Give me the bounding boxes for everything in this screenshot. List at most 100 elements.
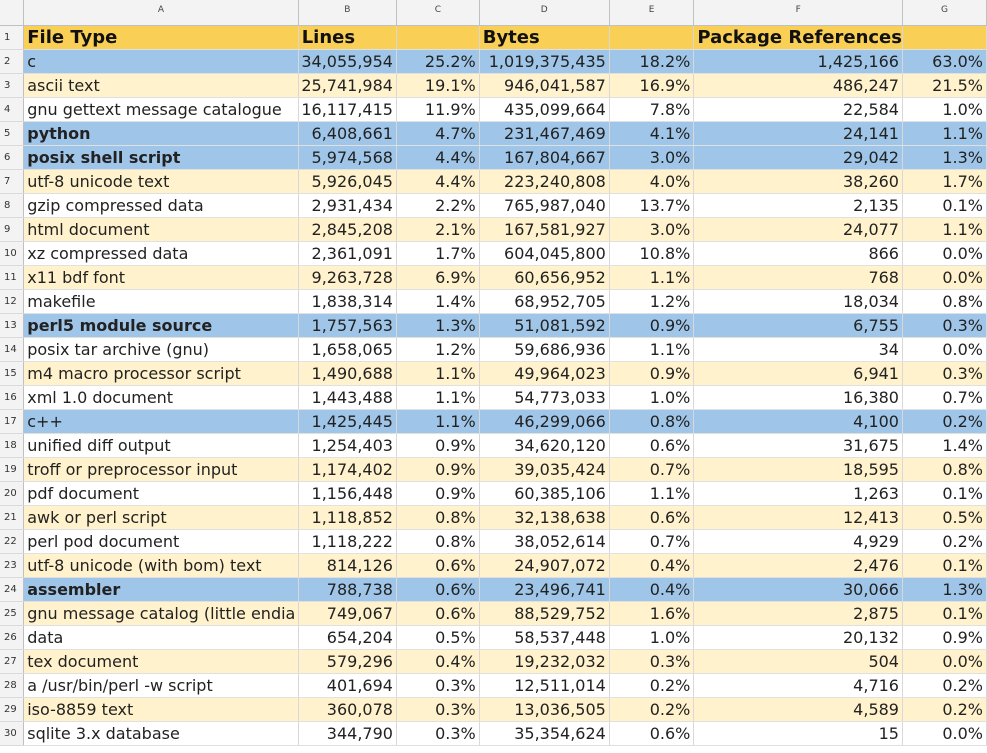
cell-lines[interactable]: 1,254,403	[298, 433, 397, 458]
cell-bytes[interactable]: 23,496,741	[479, 577, 610, 602]
column-header-c[interactable]: C	[396, 0, 480, 26]
cell-package-refs[interactable]: 15	[693, 721, 903, 746]
row-header[interactable]: 23	[0, 553, 25, 578]
cell-package-refs[interactable]: 4,716	[693, 673, 903, 698]
cell-lines-pct[interactable]: 4.7%	[396, 121, 480, 146]
cell-package-refs-pct[interactable]: 1.1%	[902, 121, 987, 146]
cell-lines[interactable]: 579,296	[298, 649, 397, 674]
cell-lines[interactable]: 1,118,852	[298, 505, 397, 530]
cell-lines-pct[interactable]: 0.4%	[396, 649, 480, 674]
row-header[interactable]: 11	[0, 265, 25, 290]
cell-bytes-pct[interactable]: 0.6%	[609, 721, 695, 746]
cell-lines[interactable]: 749,067	[298, 601, 397, 626]
row-header[interactable]: 22	[0, 529, 25, 554]
row-header[interactable]: 3	[0, 73, 25, 98]
row-header[interactable]: 25	[0, 601, 25, 626]
cell-lines[interactable]: 344,790	[298, 721, 397, 746]
cell-lines[interactable]: 2,361,091	[298, 241, 397, 266]
cell-lines[interactable]: 814,126	[298, 553, 397, 578]
cell-package-refs[interactable]: 2,476	[693, 553, 903, 578]
cell-lines-pct[interactable]: 1.1%	[396, 361, 480, 386]
cell-package-refs-pct[interactable]: 0.0%	[902, 337, 987, 362]
cell-package-refs-pct[interactable]: 0.1%	[902, 193, 987, 218]
column-header-f[interactable]: F	[693, 0, 903, 26]
cell-file-type[interactable]: a /usr/bin/perl -w script	[23, 673, 299, 698]
cell-bytes-pct[interactable]: 0.4%	[609, 553, 695, 578]
cell-bytes[interactable]: 68,952,705	[479, 289, 610, 314]
cell-bytes-pct[interactable]: 1.0%	[609, 625, 695, 650]
cell-bytes[interactable]: 60,656,952	[479, 265, 610, 290]
cell-bytes[interactable]: 60,385,106	[479, 481, 610, 506]
cell-lines-pct[interactable]: 1.1%	[396, 409, 480, 434]
cell-bytes[interactable]: 1,019,375,435	[479, 49, 610, 74]
cell-package-refs[interactable]: 4,929	[693, 529, 903, 554]
cell-bytes-pct[interactable]: 18.2%	[609, 49, 695, 74]
cell-bytes[interactable]: 46,299,066	[479, 409, 610, 434]
cell-package-refs[interactable]: 1,263	[693, 481, 903, 506]
cell-bytes-pct[interactable]: 0.6%	[609, 433, 695, 458]
cell-lines-pct[interactable]: 11.9%	[396, 97, 480, 122]
cell-lines[interactable]: 654,204	[298, 625, 397, 650]
cell-file-type[interactable]: python	[23, 121, 299, 146]
cell-bytes[interactable]: 223,240,808	[479, 169, 610, 194]
cell-bytes-pct[interactable]: 13.7%	[609, 193, 695, 218]
cell-package-refs-pct[interactable]: 0.2%	[902, 529, 987, 554]
row-header[interactable]: 26	[0, 625, 25, 650]
cell-lines-pct[interactable]: 0.9%	[396, 481, 480, 506]
cell-bytes-pct[interactable]: 0.2%	[609, 673, 695, 698]
cell-package-refs[interactable]: 6,755	[693, 313, 903, 338]
cell-bytes[interactable]: 167,804,667	[479, 145, 610, 170]
cell-bytes[interactable]: 34,620,120	[479, 433, 610, 458]
cell-lines-pct[interactable]: 0.9%	[396, 433, 480, 458]
cell-lines-pct[interactable]: 0.8%	[396, 505, 480, 530]
cell-bytes[interactable]: 51,081,592	[479, 313, 610, 338]
cell-bytes-pct[interactable]: 0.3%	[609, 649, 695, 674]
cell-bytes-pct[interactable]: 0.7%	[609, 529, 695, 554]
cell-bytes-pct[interactable]: 10.8%	[609, 241, 695, 266]
cell-package-refs-pct[interactable]: 0.1%	[902, 553, 987, 578]
cell-package-refs-pct[interactable]: 0.7%	[902, 385, 987, 410]
cell-bytes[interactable]: 604,045,800	[479, 241, 610, 266]
row-header[interactable]: 21	[0, 505, 25, 530]
cell-file-type[interactable]: utf-8 unicode text	[23, 169, 299, 194]
cell-bytes-pct[interactable]: 1.1%	[609, 265, 695, 290]
cell-package-refs-pct[interactable]: 1.4%	[902, 433, 987, 458]
cell-bytes[interactable]: 58,537,448	[479, 625, 610, 650]
cell-package-refs[interactable]: 18,034	[693, 289, 903, 314]
cell-bytes-pct[interactable]: 1.0%	[609, 385, 695, 410]
cell-bytes[interactable]: 946,041,587	[479, 73, 610, 98]
cell-package-refs-pct[interactable]: 1.3%	[902, 577, 987, 602]
cell-bytes[interactable]: 167,581,927	[479, 217, 610, 242]
cell-file-type[interactable]: sqlite 3.x database	[23, 721, 299, 746]
cell-package-refs-pct[interactable]: 0.0%	[902, 721, 987, 746]
row-header[interactable]: 13	[0, 313, 25, 338]
cell-package-refs[interactable]: 4,100	[693, 409, 903, 434]
cell-bytes-pct[interactable]: 3.0%	[609, 145, 695, 170]
row-header[interactable]: 17	[0, 409, 25, 434]
row-header[interactable]: 14	[0, 337, 25, 362]
cell-package-refs[interactable]: 2,135	[693, 193, 903, 218]
cell-file-type[interactable]: pdf document	[23, 481, 299, 506]
cell-package-refs[interactable]: 31,675	[693, 433, 903, 458]
cell-lines-pct[interactable]: 1.1%	[396, 385, 480, 410]
cell-lines-pct[interactable]: 25.2%	[396, 49, 480, 74]
cell-file-type[interactable]: utf-8 unicode (with bom) text	[23, 553, 299, 578]
cell-bytes[interactable]: 49,964,023	[479, 361, 610, 386]
cell-package-refs-pct[interactable]: 0.3%	[902, 361, 987, 386]
cell-file-type[interactable]: unified diff output	[23, 433, 299, 458]
cell-file-type[interactable]: data	[23, 625, 299, 650]
cell-package-refs[interactable]: Package References	[693, 25, 903, 50]
cell-package-refs[interactable]: 486,247	[693, 73, 903, 98]
cell-package-refs[interactable]: 24,077	[693, 217, 903, 242]
cell-package-refs[interactable]: 768	[693, 265, 903, 290]
cell-bytes[interactable]: 19,232,032	[479, 649, 610, 674]
cell-file-type[interactable]: posix tar archive (gnu)	[23, 337, 299, 362]
cell-bytes-pct[interactable]: 0.2%	[609, 697, 695, 722]
cell-lines[interactable]: 5,974,568	[298, 145, 397, 170]
cell-file-type[interactable]: gnu message catalog (little endia	[23, 601, 299, 626]
select-all-corner[interactable]	[0, 0, 25, 26]
cell-package-refs[interactable]: 4,589	[693, 697, 903, 722]
row-header[interactable]: 28	[0, 673, 25, 698]
cell-lines[interactable]: 1,425,445	[298, 409, 397, 434]
cell-file-type[interactable]: ascii text	[23, 73, 299, 98]
